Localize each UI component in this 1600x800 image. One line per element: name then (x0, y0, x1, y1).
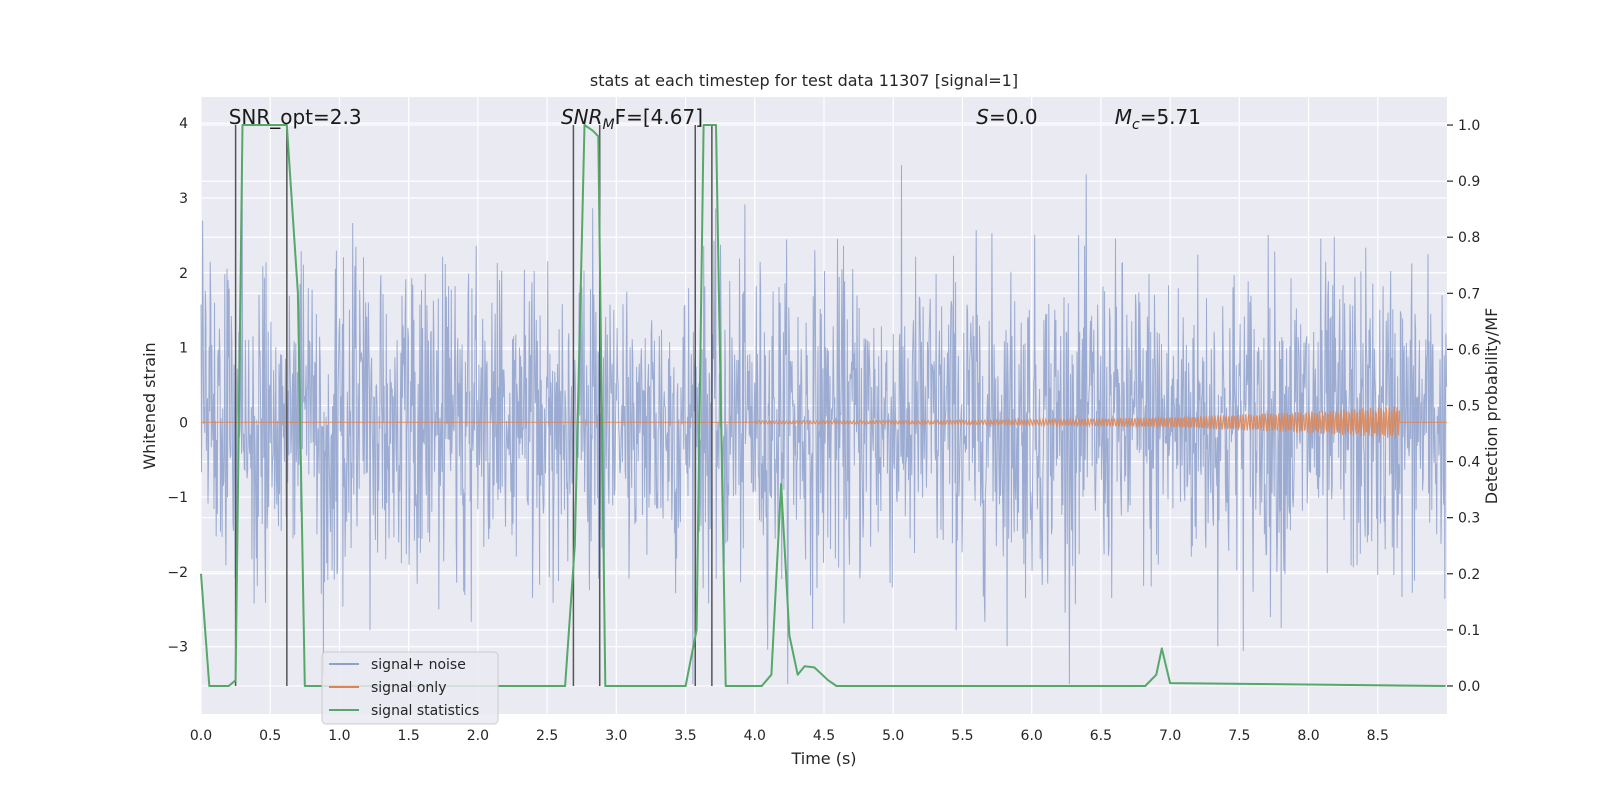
x-tick-label: 6.5 (1090, 728, 1112, 744)
y-right-tick-label: 0.9 (1458, 174, 1480, 190)
y-left-axis-ticks: −3 −2 −1 0 1 2 3 4 (167, 116, 188, 656)
annotation-text: SNR_opt=2.3 (229, 105, 362, 129)
legend[interactable]: signal+ noise signal only signal statistic… (321, 651, 499, 725)
annotations: SNR_opt=2.3 SNRMF=[4.67] S=0.0 Mc=5.71 (229, 105, 1201, 133)
legend-label: signal only (371, 680, 446, 696)
y-right-tick-label: 0.0 (1458, 679, 1480, 695)
y-right-tick-label: 1.0 (1458, 118, 1480, 134)
y-left-tick-label: 2 (179, 266, 188, 282)
x-tick-label: 8.5 (1367, 728, 1389, 744)
signal-statistics-series (200, 124, 1446, 687)
y-right-tick-label: 0.3 (1458, 511, 1480, 527)
x-tick-label: 8.0 (1297, 728, 1319, 744)
legend-label: signal+ noise (371, 657, 466, 673)
y-left-tick-label: −1 (167, 490, 188, 506)
y-left-tick-label: 0 (179, 415, 188, 431)
x-tick-label: 1.0 (328, 728, 350, 744)
x-tick-label: 6.0 (1021, 728, 1043, 744)
y-left-tick-label: −2 (167, 565, 188, 581)
x-axis-ticks: 0.0 0.5 1.0 1.5 2.0 2.5 3.0 3.5 4.0 4.5 5.0 5.5 6.0 6… (190, 728, 1389, 744)
signal-noise-series (200, 165, 1448, 685)
signal-only-line (201, 406, 1447, 439)
y-left-tick-label: 4 (179, 116, 188, 132)
x-tick-label: 5.0 (882, 728, 904, 744)
x-tick-label: 2.0 (467, 728, 489, 744)
x-tick-label: 0.5 (259, 728, 281, 744)
x-tick-label: 3.5 (674, 728, 696, 744)
signal-only-series (201, 406, 1447, 439)
y-left-axis-label: Whitened strain (140, 342, 159, 469)
y-right-tick-label: 0.8 (1458, 230, 1480, 246)
y-right-tick-label: 0.6 (1458, 342, 1480, 358)
x-tick-label: 7.5 (1228, 728, 1250, 744)
x-tick-label: 5.5 (951, 728, 973, 744)
signal-statistics-line (200, 124, 1446, 687)
y-right-tick-label: 0.2 (1458, 567, 1480, 583)
legend-box (321, 651, 499, 725)
x-tick-label: 3.0 (605, 728, 627, 744)
x-tick-label: 4.0 (744, 728, 766, 744)
y-right-tick-label: 0.7 (1458, 286, 1480, 302)
x-tick-label: 4.5 (813, 728, 835, 744)
y-right-tick-label: 0.1 (1458, 623, 1480, 639)
annotation-text: SNRMF=[4.67] (561, 105, 703, 133)
y-left-tick-label: 1 (179, 341, 188, 357)
annotation-text: S=0.0 (976, 105, 1037, 129)
y-right-axis-label: Detection probability/MF (1482, 308, 1501, 505)
y-right-axis-ticks: 0.0 0.1 0.2 0.3 0.4 0.5 0.6 0.7 0.8 0.9 1.0 (1447, 118, 1480, 695)
signal-noise-line (200, 165, 1448, 685)
x-tick-label: 7.0 (1159, 728, 1181, 744)
x-tick-label: 2.5 (536, 728, 558, 744)
x-tick-label: 1.5 (398, 728, 420, 744)
legend-label: signal statistics (371, 703, 479, 719)
x-axis-label: Time (s) (790, 749, 856, 768)
y-right-tick-label: 0.5 (1458, 399, 1480, 415)
y-left-tick-label: −3 (167, 640, 188, 656)
annotation-text: Mc=5.71 (1115, 105, 1201, 133)
y-right-tick-label: 0.4 (1458, 455, 1480, 471)
y-left-tick-label: 3 (179, 191, 188, 207)
chart-title: stats at each timestep for test data 113… (590, 71, 1018, 90)
x-tick-label: 0.0 (190, 728, 212, 744)
